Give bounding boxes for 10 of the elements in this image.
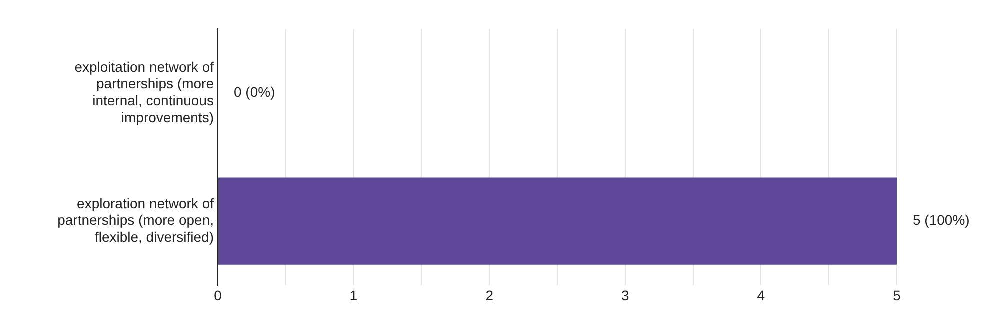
x-tick-label: 4 — [757, 288, 766, 304]
x-tick-label: 0 — [214, 288, 222, 304]
data-label: 0 (0%) — [234, 84, 276, 100]
y-tick-label: exploitation network of partnerships (more internal, continuous improvements) — [74, 58, 214, 126]
data-label: 5 (100%) — [913, 212, 970, 228]
x-tick-label: 5 — [893, 288, 902, 304]
y-tick-label: exploration network of partnerships (more open, flexible, diversified) — [58, 195, 214, 246]
x-tick-label: 1 — [350, 288, 358, 304]
x-tick-label: 3 — [622, 288, 630, 304]
x-tick-label: 2 — [486, 288, 494, 304]
